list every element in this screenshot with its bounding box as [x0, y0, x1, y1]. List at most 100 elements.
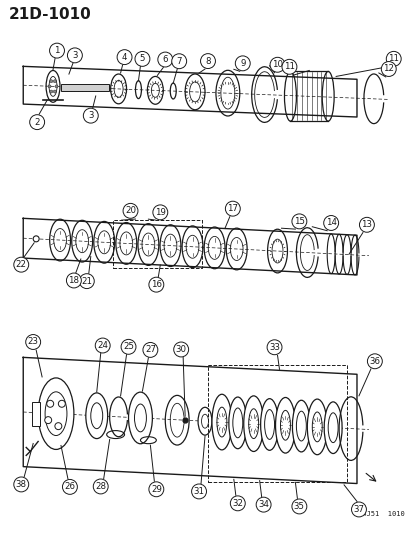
- Ellipse shape: [311, 412, 321, 442]
- Circle shape: [149, 277, 164, 292]
- Ellipse shape: [292, 400, 310, 452]
- Ellipse shape: [228, 397, 246, 449]
- Text: 23: 23: [28, 337, 38, 346]
- Circle shape: [55, 423, 62, 430]
- Circle shape: [47, 400, 54, 407]
- Text: 36: 36: [368, 357, 380, 366]
- Circle shape: [53, 90, 56, 93]
- Bar: [112, 220, 202, 268]
- Text: 2: 2: [34, 118, 40, 127]
- Text: 31: 31: [193, 487, 204, 496]
- Text: 22: 22: [16, 260, 27, 269]
- Circle shape: [30, 115, 45, 130]
- Text: 10: 10: [271, 60, 282, 69]
- Text: 3: 3: [72, 51, 78, 60]
- Circle shape: [26, 335, 40, 350]
- Text: 17: 17: [227, 204, 238, 213]
- Text: 3: 3: [88, 111, 93, 120]
- Circle shape: [358, 217, 373, 232]
- Text: 16: 16: [150, 280, 161, 289]
- Ellipse shape: [201, 414, 208, 428]
- Circle shape: [121, 340, 135, 354]
- Circle shape: [173, 342, 188, 357]
- Circle shape: [230, 496, 244, 511]
- Circle shape: [291, 214, 306, 229]
- Ellipse shape: [216, 407, 226, 437]
- Circle shape: [117, 50, 132, 64]
- Text: 18: 18: [68, 276, 79, 285]
- Text: 28: 28: [95, 482, 106, 491]
- Circle shape: [157, 52, 172, 67]
- Text: 6: 6: [162, 55, 168, 64]
- Text: 5: 5: [139, 54, 145, 63]
- Text: 38: 38: [16, 480, 27, 489]
- Circle shape: [135, 52, 150, 66]
- Ellipse shape: [211, 394, 231, 450]
- Circle shape: [266, 340, 281, 354]
- Ellipse shape: [296, 411, 306, 441]
- Ellipse shape: [248, 409, 258, 439]
- Circle shape: [50, 90, 53, 93]
- FancyBboxPatch shape: [32, 402, 40, 425]
- Text: 35: 35: [293, 502, 304, 511]
- Circle shape: [291, 499, 306, 514]
- Ellipse shape: [45, 392, 67, 435]
- Text: 4: 4: [121, 53, 127, 62]
- Circle shape: [152, 205, 167, 220]
- Circle shape: [14, 477, 28, 492]
- Text: 20: 20: [125, 206, 136, 215]
- Circle shape: [14, 257, 28, 272]
- Circle shape: [191, 484, 206, 499]
- Circle shape: [385, 51, 400, 66]
- Circle shape: [53, 80, 56, 83]
- Circle shape: [256, 497, 271, 512]
- Text: 21: 21: [81, 277, 92, 286]
- Ellipse shape: [232, 408, 242, 438]
- Text: 29: 29: [151, 485, 161, 494]
- Circle shape: [50, 43, 64, 58]
- Ellipse shape: [260, 399, 278, 450]
- Ellipse shape: [264, 409, 274, 439]
- Circle shape: [171, 54, 186, 69]
- Circle shape: [55, 85, 58, 88]
- Circle shape: [62, 480, 77, 494]
- Ellipse shape: [128, 392, 152, 444]
- Circle shape: [380, 61, 395, 76]
- Circle shape: [66, 273, 81, 288]
- Ellipse shape: [90, 403, 102, 429]
- Text: 21D-1010: 21D-1010: [8, 7, 91, 22]
- Circle shape: [269, 58, 284, 72]
- Text: 9: 9: [240, 59, 245, 68]
- Text: 33: 33: [268, 343, 279, 352]
- Circle shape: [351, 502, 366, 517]
- Text: 12: 12: [382, 64, 393, 74]
- Circle shape: [48, 85, 51, 88]
- Ellipse shape: [280, 410, 290, 440]
- FancyBboxPatch shape: [61, 84, 108, 91]
- Text: 15: 15: [293, 217, 304, 226]
- Circle shape: [235, 56, 249, 71]
- Ellipse shape: [85, 393, 107, 439]
- Circle shape: [95, 338, 110, 353]
- Text: 11: 11: [283, 62, 294, 71]
- Circle shape: [50, 80, 53, 83]
- Ellipse shape: [38, 378, 74, 449]
- Text: 13: 13: [361, 220, 372, 229]
- Text: 24: 24: [97, 341, 108, 350]
- Ellipse shape: [275, 398, 295, 453]
- Text: 94J51  1010: 94J51 1010: [357, 511, 404, 518]
- Text: 25: 25: [123, 342, 134, 351]
- Text: 19: 19: [154, 208, 165, 217]
- Text: 7: 7: [176, 56, 181, 66]
- Text: 32: 32: [232, 499, 243, 508]
- Circle shape: [200, 54, 215, 69]
- Ellipse shape: [243, 396, 263, 451]
- Text: 8: 8: [205, 56, 210, 66]
- Text: 14: 14: [325, 219, 336, 228]
- Circle shape: [225, 201, 240, 216]
- Circle shape: [149, 482, 164, 497]
- Circle shape: [366, 354, 381, 369]
- Circle shape: [323, 215, 338, 230]
- Ellipse shape: [323, 402, 341, 454]
- Text: 34: 34: [257, 500, 268, 509]
